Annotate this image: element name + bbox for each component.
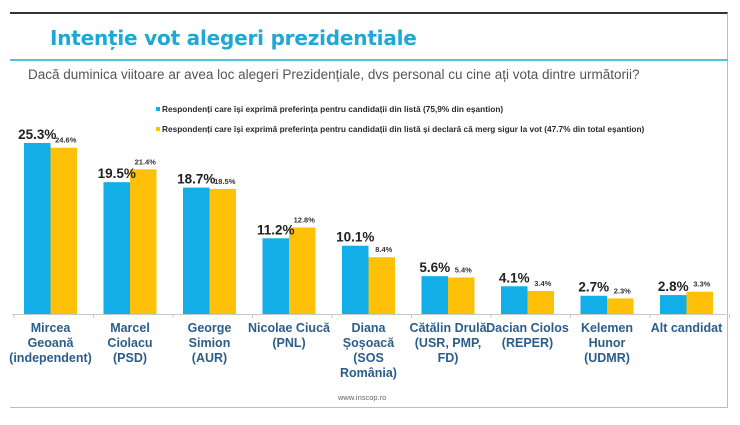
legend-swatch-blue — [156, 107, 160, 111]
data-label-series1: 2.8% — [658, 279, 689, 294]
bar-series1 — [24, 142, 51, 314]
category-label: George Simion (AUR) — [188, 321, 232, 365]
legend-item-series1: Respondenți care își exprimă preferința … — [156, 99, 644, 119]
data-label-series1: 11.2% — [257, 222, 295, 237]
bar-series1 — [342, 245, 369, 314]
data-label-series2: 21.4% — [135, 157, 157, 166]
page-title: Intenție vot alegeri prezidentiale — [50, 26, 417, 50]
category-label-line: România) — [340, 366, 397, 380]
bar-series1 — [660, 295, 687, 314]
legend-item-series2: Respondenți care își exprimă preferința … — [156, 119, 644, 139]
category-label-line: FD) — [438, 351, 459, 365]
data-label-series1: 4.1% — [499, 270, 530, 285]
category-label-line: Simion — [189, 336, 231, 350]
bar-series2 — [527, 291, 554, 314]
data-label-series2: 3.3% — [693, 280, 710, 289]
bar-series2 — [686, 291, 713, 314]
slide-frame — [10, 12, 728, 408]
category-label-line: Ciolacu — [107, 336, 152, 350]
source-credit: www.inscop.ro — [338, 393, 387, 402]
category-label-line: Marcel — [110, 321, 150, 335]
data-label-series2: 3.4% — [534, 279, 551, 288]
category-label-line: Geoană — [28, 336, 75, 350]
category-label-line: Cătălin Drulă — [409, 321, 487, 335]
bar-series2 — [289, 227, 316, 314]
bar-series1 — [262, 238, 289, 314]
category-label: Kelemen Hunor (UDMR) — [581, 321, 633, 365]
bar-series2 — [50, 147, 77, 314]
category-label-line: Mircea — [31, 321, 72, 335]
category-label-line: (AUR) — [192, 351, 227, 365]
data-label-series2: 18.5% — [214, 177, 236, 186]
category-label-line: Alt candidat — [651, 321, 723, 335]
bar-series1 — [580, 295, 607, 314]
category-label: Alt candidat — [651, 321, 723, 335]
bar-series2 — [130, 169, 157, 314]
data-label-series1: 19.5% — [98, 166, 136, 181]
category-label-line: Nicolae Ciucă — [248, 321, 331, 335]
category-label-line: (USR, PMP, — [415, 336, 481, 350]
bar-series2 — [209, 188, 236, 314]
data-label-series1: 25.3% — [18, 127, 56, 142]
category-label-line: (UDMR) — [584, 351, 630, 365]
survey-question: Dacă duminica viitoare ar avea loc alege… — [28, 67, 640, 82]
data-label-series2: 8.4% — [375, 245, 392, 254]
data-label-series1: 18.7% — [177, 172, 215, 187]
bar-series1 — [183, 187, 210, 314]
data-label-series2: 24.6% — [55, 136, 77, 145]
bar-series2 — [607, 298, 634, 314]
category-label-line: Șoșoacă — [343, 336, 395, 350]
category-label-line: (PNL) — [272, 336, 305, 350]
category-label-line: (PSD) — [113, 351, 147, 365]
data-label-series1: 10.1% — [336, 230, 374, 245]
category-label-line: Dacian Ciolos — [486, 321, 569, 335]
legend-label-series2: Respondenți care își exprimă preferința … — [162, 124, 645, 134]
bar-series2 — [368, 257, 395, 314]
data-label-series1: 5.6% — [419, 260, 450, 275]
category-label: Cătălin Drulă (USR, PMP, FD) — [409, 321, 487, 365]
category-label-line: (SOS — [353, 351, 384, 365]
category-label-line: (independent) — [9, 351, 92, 365]
data-label-series1: 2.7% — [578, 280, 609, 295]
data-label-series2: 2.3% — [614, 286, 631, 295]
category-label-line: Hunor — [589, 336, 626, 350]
category-label: Mircea Geoană (independent) — [9, 321, 92, 365]
category-label: Dacian Ciolos (REPER) — [486, 321, 569, 350]
category-label-line: Kelemen — [581, 321, 633, 335]
category-label-line: (REPER) — [502, 336, 553, 350]
category-label: Nicolae Ciucă (PNL) — [248, 321, 331, 350]
legend-label-series1: Respondenți care își exprimă preferința … — [162, 104, 504, 114]
bar-series1 — [103, 182, 130, 314]
bar-series1 — [501, 286, 528, 314]
bar-series2 — [448, 277, 475, 314]
data-label-series2: 5.4% — [455, 265, 472, 274]
chart-legend: Respondenți care își exprimă preferința … — [156, 99, 644, 139]
data-label-series2: 12.8% — [294, 215, 316, 224]
bar-series1 — [421, 276, 448, 314]
legend-swatch-yellow — [156, 127, 160, 131]
category-label: Diana Șoșoacă (SOS România) — [340, 321, 397, 380]
category-label-line: Diana — [351, 321, 386, 335]
category-label-line: George — [188, 321, 232, 335]
title-divider — [10, 59, 728, 61]
category-label: Marcel Ciolacu (PSD) — [107, 321, 152, 365]
